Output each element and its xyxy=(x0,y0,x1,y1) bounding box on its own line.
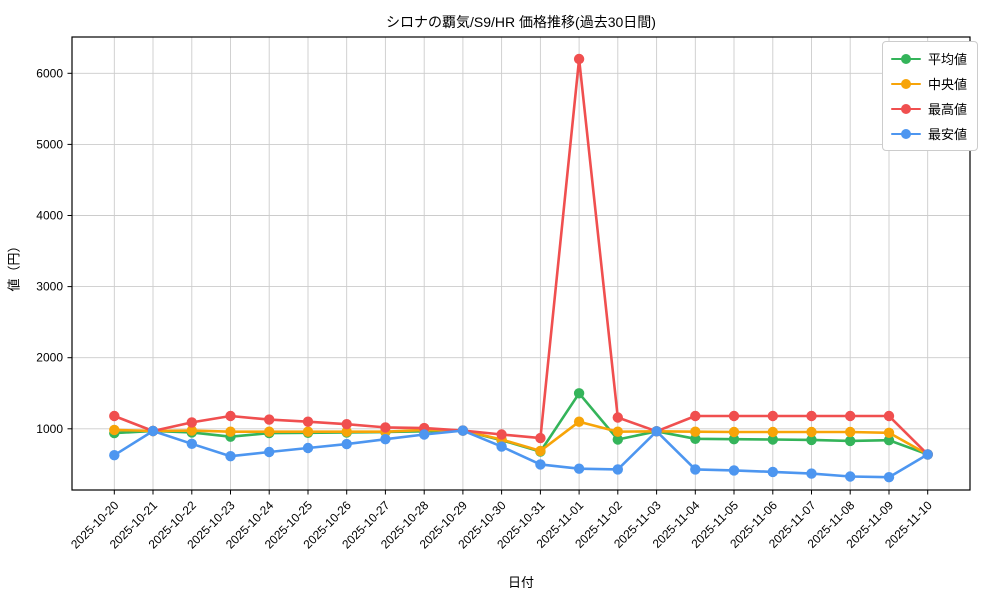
series-point-highest xyxy=(302,416,314,427)
series-line-lowest xyxy=(113,429,929,479)
series-point-lowest xyxy=(767,466,778,478)
series-point-average xyxy=(883,435,895,446)
series-point-median xyxy=(612,426,623,437)
x-axis-label: 日付 xyxy=(507,575,534,590)
series-point-lowest xyxy=(612,464,623,475)
series-point-lowest xyxy=(419,429,430,440)
series-point-lowest xyxy=(922,449,933,460)
series-point-highest xyxy=(767,410,778,422)
series-point-highest xyxy=(341,419,352,430)
series-point-average xyxy=(845,435,856,447)
series-line-highest xyxy=(113,57,929,456)
series-point-highest xyxy=(573,53,585,65)
series-line-median xyxy=(114,420,929,456)
legend-label-highest: 最高値 xyxy=(927,102,967,117)
chart-title: シロナの覇気/S9/HR 価格推移(過去30日間) xyxy=(386,14,656,30)
series-point-lowest xyxy=(380,434,391,445)
series-point-median xyxy=(109,424,120,436)
y-tick-label: 4000 xyxy=(36,209,63,223)
series-point-lowest xyxy=(341,438,352,450)
series-point-median xyxy=(690,426,701,437)
series-point-average xyxy=(767,434,778,445)
series-point-lowest xyxy=(496,441,507,452)
series-point-average xyxy=(612,434,623,445)
y-tick-label: 5000 xyxy=(36,137,63,151)
series-point-highest xyxy=(806,410,817,422)
y-tick-label: 1000 xyxy=(36,422,63,436)
series-point-median xyxy=(806,426,817,438)
series-point-highest xyxy=(845,410,856,422)
series-point-median xyxy=(302,426,314,437)
series-point-lowest xyxy=(535,459,546,470)
series-point-highest xyxy=(225,410,236,422)
series-point-highest xyxy=(109,410,120,422)
y-tick-label: 2000 xyxy=(36,351,63,365)
series-point-highest xyxy=(612,412,623,423)
legend-item-lowest: 最安値 xyxy=(890,124,967,143)
series-point-lowest xyxy=(457,425,469,436)
series-point-highest xyxy=(496,429,507,440)
legend-label-average: 平均値 xyxy=(927,52,967,67)
series-point-lowest xyxy=(651,426,662,437)
series-point-median xyxy=(845,426,856,438)
legend-marker-median-icon xyxy=(890,78,921,89)
series-point-lowest xyxy=(186,438,197,449)
series-point-lowest xyxy=(806,468,817,479)
series-point-highest xyxy=(883,410,895,422)
series-point-highest xyxy=(690,410,701,422)
series-point-lowest xyxy=(728,465,740,476)
legend-marker-average-icon xyxy=(890,53,921,64)
series-point-median xyxy=(341,426,352,437)
series-point-highest xyxy=(380,422,391,433)
series-point-lowest xyxy=(302,442,314,454)
series-point-median xyxy=(186,425,197,436)
series-point-lowest xyxy=(225,451,236,462)
series-point-lowest xyxy=(845,471,856,482)
series-point-lowest xyxy=(264,446,275,458)
series-point-lowest xyxy=(690,464,701,475)
series-point-highest xyxy=(728,410,740,422)
y-tick-label: 6000 xyxy=(36,66,63,80)
series-point-lowest xyxy=(109,450,120,461)
series-point-median xyxy=(883,427,895,438)
series-point-highest xyxy=(264,414,275,425)
legend-item-median: 中央値 xyxy=(890,74,967,93)
series-point-highest xyxy=(186,417,197,428)
series-point-median xyxy=(728,426,740,438)
y-axis-label: 値（円） xyxy=(6,239,22,292)
series-point-average xyxy=(728,434,740,445)
series-point-lowest xyxy=(147,425,159,437)
y-tick-label: 3000 xyxy=(36,280,63,294)
legend-item-average: 平均値 xyxy=(890,49,967,68)
series-point-lowest xyxy=(573,463,585,474)
series-point-average xyxy=(806,434,817,446)
series-point-median xyxy=(225,426,236,437)
legend-label-lowest: 最安値 xyxy=(927,127,967,142)
legend-marker-lowest-icon xyxy=(890,128,921,139)
series-point-lowest xyxy=(883,472,895,483)
legend: 平均値中央値最高値最安値 xyxy=(881,41,978,151)
series-point-average xyxy=(573,388,585,399)
legend-label-median: 中央値 xyxy=(927,77,967,92)
plot-border xyxy=(71,36,971,491)
series-point-highest xyxy=(535,432,546,444)
series-point-median xyxy=(573,416,585,427)
legend-item-highest: 最高値 xyxy=(890,99,967,118)
series-point-median xyxy=(535,445,546,457)
legend-marker-highest-icon xyxy=(890,103,921,114)
series-point-median xyxy=(767,426,778,438)
series-point-median xyxy=(264,426,275,437)
